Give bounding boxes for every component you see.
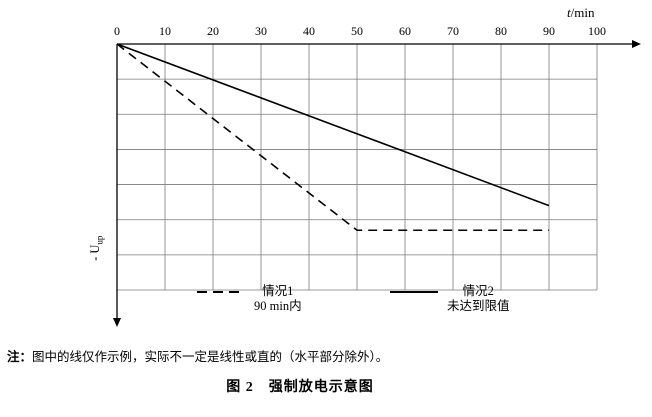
x-tick-label: 80 — [495, 24, 507, 38]
y-axis-label-subscript: up — [94, 235, 105, 245]
x-tick-label: 0 — [114, 24, 120, 38]
figure-note: 注：图中的线仅作示例，实际不一定是线性或直的（水平部分除外）。 — [7, 346, 388, 365]
figure-caption: 图 2 强制放电示意图 — [226, 380, 374, 395]
x-tick-label: 60 — [399, 24, 411, 38]
legend-case1-name: 情况1 — [262, 284, 294, 298]
y-axis-arrow-icon — [113, 318, 121, 327]
legend-case1: 情况1 90 min内 — [197, 284, 302, 314]
legend-case2: 情况2 未达到限值 — [390, 284, 510, 314]
dashed-line-sample-icon — [197, 291, 245, 293]
note-text: 图中的线仅作示例，实际不一定是线性或直的（水平部分除外）。 — [32, 350, 389, 364]
x-axis-arrow-icon — [632, 40, 641, 48]
solid-line-sample-icon — [390, 291, 438, 293]
x-axis-unit: /min — [570, 5, 595, 20]
x-axis-variable: t — [567, 5, 571, 20]
legend-case1-detail: 90 min内 — [254, 299, 302, 313]
x-tick-label: 50 — [351, 24, 363, 38]
note-prefix: 注： — [7, 350, 33, 364]
x-tick-label: 90 — [543, 24, 555, 38]
x-tick-label: 70 — [447, 24, 459, 38]
x-tick-label: 30 — [255, 24, 267, 38]
y-axis-label: - Uup — [87, 235, 105, 261]
legend-case2-name: 情况2 — [462, 284, 494, 298]
series-line-1 — [116, 43, 549, 232]
legend-case2-detail: 未达到限值 — [447, 299, 510, 313]
x-axis-label: t/min — [567, 5, 594, 21]
x-tick-label: 100 — [588, 24, 606, 38]
x-tick-label: 10 — [159, 24, 171, 38]
x-tick-label: 20 — [207, 24, 219, 38]
forced-discharge-chart: 0 10 20 30 40 50 60 70 80 90 100 — [113, 24, 641, 327]
series-line-2 — [116, 43, 550, 207]
x-tick-label: 40 — [303, 24, 315, 38]
